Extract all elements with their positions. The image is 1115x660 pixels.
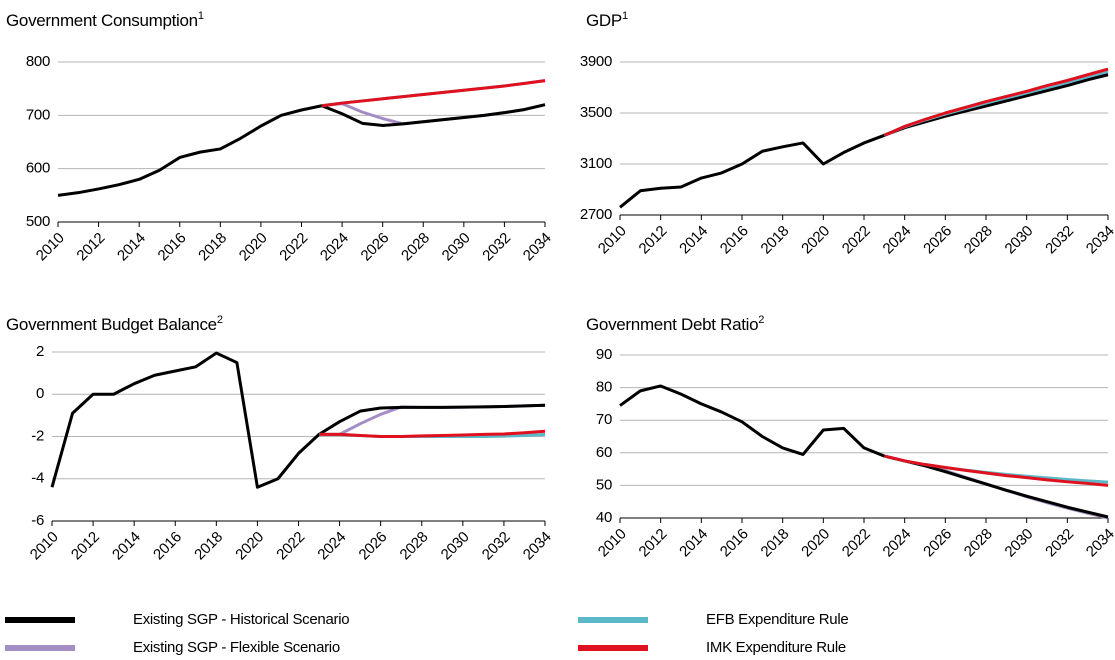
x-tick-label: 2026 (920, 526, 955, 561)
series-line (321, 79, 546, 108)
chart-title-text: Government Debt Ratio (586, 315, 758, 334)
y-tick-label: 3100 (580, 155, 612, 172)
y-tick-label: 90 (596, 346, 612, 363)
x-tick-label: 2022 (273, 529, 308, 564)
title-note: 1 (198, 10, 204, 22)
series-line (319, 403, 546, 436)
x-tick-label: 2024 (314, 529, 349, 564)
x-tick-label: 2018 (758, 526, 793, 561)
x-tick-label: 2016 (155, 230, 190, 265)
title-note: 2 (217, 314, 223, 326)
x-tick-label: 2030 (439, 230, 474, 265)
x-tick-label: 2020 (798, 223, 833, 258)
y-tick-label: 700 (26, 106, 50, 123)
series-line (883, 454, 1109, 484)
x-tick-label: 2026 (920, 223, 955, 258)
legend-label: Existing SGP - Flexible Scenario (133, 639, 340, 656)
x-tick-label: 2022 (839, 223, 874, 258)
x-tick-label: 2032 (1042, 223, 1077, 258)
y-tick-label: -6 (31, 512, 44, 529)
x-tick-label: 2032 (1042, 526, 1077, 561)
x-tick-label: 2018 (195, 230, 230, 265)
x-tick-label: 2034 (520, 529, 555, 564)
x-tick-label: 2022 (839, 526, 874, 561)
x-tick-label: 2032 (479, 529, 514, 564)
x-tick-label: 2020 (232, 529, 267, 564)
y-tick-label: 2 (36, 343, 44, 360)
y-tick-label: -2 (31, 427, 44, 444)
y-tick-label: 70 (596, 411, 612, 428)
x-tick-label: 2030 (1002, 223, 1037, 258)
y-tick-label: 40 (596, 509, 612, 526)
chart-title: Government Budget Balance2 (6, 314, 223, 335)
y-tick-label: 3900 (580, 53, 612, 70)
series-line (57, 103, 546, 197)
chart-title-text: Government Consumption (6, 11, 198, 30)
x-tick-label: 2024 (317, 230, 352, 265)
series-line (619, 384, 1109, 519)
y-tick-label: 50 (596, 476, 612, 493)
x-tick-label: 2016 (717, 223, 752, 258)
x-tick-label: 2024 (880, 526, 915, 561)
x-tick-label: 2034 (520, 230, 555, 265)
x-tick-label: 2016 (150, 529, 185, 564)
x-tick-label: 2010 (33, 230, 68, 265)
x-tick-label: 2014 (676, 223, 711, 258)
chart-title-text: GDP (586, 11, 622, 30)
x-tick-label: 2016 (717, 526, 752, 561)
x-tick-label: 2012 (68, 529, 103, 564)
x-tick-label: 2014 (676, 526, 711, 561)
series-line (883, 454, 1109, 487)
x-tick-label: 2012 (73, 230, 108, 265)
x-tick-label: 2018 (758, 223, 793, 258)
x-tick-label: 2024 (880, 223, 915, 258)
x-tick-label: 2010 (595, 526, 630, 561)
x-tick-label: 2014 (109, 529, 144, 564)
y-tick-label: 500 (26, 213, 50, 230)
y-tick-label: 800 (26, 53, 50, 70)
x-tick-label: 2026 (356, 529, 391, 564)
y-tick-label: 2700 (580, 206, 612, 223)
x-tick-label: 2034 (1083, 223, 1115, 258)
x-tick-label: 2028 (961, 223, 996, 258)
title-note: 1 (622, 10, 628, 22)
x-tick-label: 2034 (1083, 526, 1115, 561)
x-tick-label: 2022 (276, 230, 311, 265)
x-tick-label: 2014 (114, 230, 149, 265)
x-tick-label: 2026 (358, 230, 393, 265)
x-tick-label: 2030 (438, 529, 473, 564)
x-tick-label: 2012 (636, 223, 671, 258)
chart-title-text: Government Budget Balance (6, 315, 217, 334)
x-tick-label: 2010 (27, 529, 62, 564)
x-tick-label: 2020 (236, 230, 271, 265)
chart-title: Government Consumption1 (6, 10, 204, 31)
x-tick-label: 2028 (398, 230, 433, 265)
title-note: 2 (758, 314, 764, 326)
y-tick-label: 0 (36, 385, 44, 402)
x-tick-label: 2028 (397, 529, 432, 564)
x-tick-label: 2030 (1002, 526, 1037, 561)
legend-label: IMK Expenditure Rule (706, 639, 846, 656)
y-tick-label: 3500 (580, 104, 612, 121)
x-tick-label: 2010 (595, 223, 630, 258)
legend-label: EFB Expenditure Rule (706, 611, 848, 628)
series-line (619, 73, 1109, 209)
x-tick-label: 2020 (798, 526, 833, 561)
x-tick-label: 2028 (961, 526, 996, 561)
y-tick-label: -4 (31, 470, 44, 487)
x-tick-label: 2012 (636, 526, 671, 561)
series-line (319, 429, 546, 438)
x-tick-label: 2032 (479, 230, 514, 265)
chart-title: Government Debt Ratio2 (586, 314, 764, 335)
series-line (883, 67, 1109, 137)
chart-title: GDP1 (586, 10, 628, 31)
y-tick-label: 600 (26, 160, 50, 177)
y-tick-label: 80 (596, 379, 612, 396)
series-line (50, 351, 546, 489)
y-tick-label: 60 (596, 444, 612, 461)
legend-label: Existing SGP - Historical Scenario (133, 611, 349, 628)
x-tick-label: 2018 (191, 529, 226, 564)
